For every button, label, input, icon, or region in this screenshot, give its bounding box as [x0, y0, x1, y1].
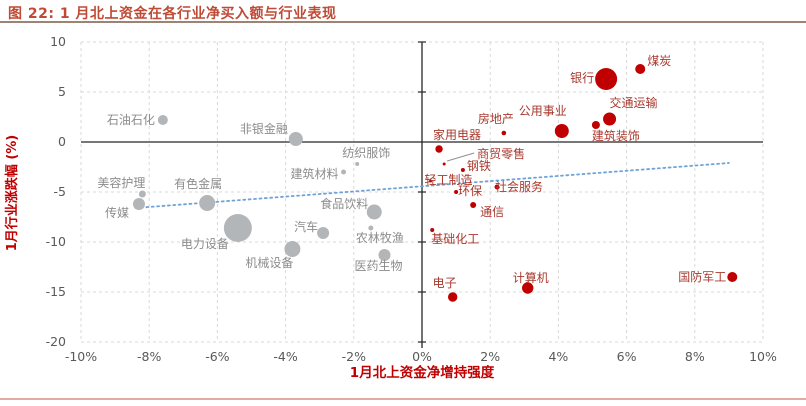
- scatter-point: [429, 179, 433, 183]
- point-label: 交通运输: [610, 95, 658, 110]
- scatter-point: [199, 195, 216, 211]
- scatter-point: [727, 272, 738, 282]
- scatter-point: [554, 124, 569, 138]
- x-tick-label: 6%: [617, 349, 637, 364]
- point-label: 非银金融: [240, 121, 288, 136]
- scatter-point: [288, 132, 303, 146]
- figure-title: 图 22: 1 月北上资金在各行业净买入额与行业表现: [8, 6, 337, 22]
- scatter-point: [368, 225, 374, 231]
- callout-lines: [447, 152, 475, 162]
- point-label: 建筑装饰: [592, 128, 640, 143]
- scatter-point: [442, 162, 446, 166]
- point-label: 有色金属: [174, 176, 222, 191]
- bottom-divider: [0, 398, 806, 400]
- x-tick-label: -6%: [205, 349, 229, 364]
- y-tick-label: 10: [50, 34, 66, 49]
- point-label: 计算机: [513, 270, 549, 285]
- scatter-point: [435, 145, 443, 153]
- y-tick-label: -5: [54, 184, 66, 199]
- x-tick-label: -4%: [273, 349, 297, 364]
- point-label: 煤炭: [647, 54, 671, 68]
- scatter-point: [366, 204, 382, 220]
- x-axis-title: 1月北上资金净增持强度: [350, 364, 495, 381]
- point-label: 纺织服饰: [342, 146, 390, 160]
- scatter-point: [223, 214, 252, 242]
- scatter-point: [522, 282, 534, 294]
- scatter-point: [157, 115, 168, 125]
- x-tick-label: -8%: [137, 349, 161, 364]
- point-label: 轻工制造: [425, 173, 473, 187]
- point-label: 电力设备: [181, 237, 229, 251]
- scatter-point: [595, 68, 618, 90]
- point-label: 通信: [480, 205, 504, 219]
- scatter-point: [132, 198, 145, 210]
- scatter-point: [355, 162, 360, 166]
- scatter-point: [138, 190, 146, 198]
- point-label: 电子: [433, 276, 457, 290]
- bubble-layer: [132, 64, 738, 302]
- x-tick-label: 4%: [548, 349, 568, 364]
- scatter-point: [284, 241, 301, 257]
- y-tick-label: 5: [58, 84, 66, 99]
- point-label: 国防军工: [678, 269, 726, 284]
- point-label: 家用电器: [433, 127, 481, 142]
- scatter-point: [494, 184, 500, 190]
- point-label: 食品饮料: [320, 196, 368, 211]
- scatter-point: [460, 168, 465, 172]
- scatter-point: [317, 227, 330, 239]
- scatter-point: [430, 228, 435, 232]
- x-tick-label: -2%: [342, 349, 366, 364]
- y-axis-title: 1月行业涨跌幅 (%): [4, 135, 20, 251]
- scatter-point: [591, 121, 600, 129]
- scatter-point: [378, 249, 391, 261]
- point-label: 基础化工: [431, 232, 479, 246]
- scatter-point: [501, 130, 507, 136]
- point-label: 房地产: [478, 111, 514, 126]
- scatter-point: [635, 64, 646, 74]
- title-underline: [0, 21, 806, 23]
- point-label: 美容护理: [97, 175, 145, 190]
- point-label: 农林牧渔: [356, 231, 404, 245]
- point-label: 机械设备: [245, 255, 293, 270]
- x-tick-label: -10%: [65, 349, 97, 364]
- y-tick-label: 0: [58, 134, 66, 149]
- point-label: 医药生物: [354, 259, 402, 273]
- trend-line: [134, 162, 730, 209]
- point-label: 钢铁: [467, 159, 491, 173]
- scatter-point: [603, 112, 617, 126]
- point-label: 商贸零售: [477, 146, 525, 161]
- x-tick-label: 10%: [749, 349, 777, 364]
- scatter-point: [454, 190, 459, 194]
- point-label: 社会服务: [495, 179, 543, 194]
- y-tick-label: -15: [46, 284, 66, 299]
- point-label: 公用事业: [519, 104, 567, 118]
- point-label: 传媒: [105, 205, 129, 220]
- point-label: 建筑材料: [291, 166, 339, 181]
- x-tick-label: 8%: [685, 349, 705, 364]
- point-label: 石油石化: [107, 113, 155, 127]
- y-tick-label: -10: [46, 234, 66, 249]
- zero-axes: [81, 41, 763, 348]
- x-tick-label: 0%: [412, 349, 432, 364]
- trend-line-segment: [134, 162, 730, 209]
- scatter-point: [341, 169, 347, 175]
- callout-line: [447, 152, 475, 162]
- tick-labels: -10% -8% -6% -4% -2% 0% 2% 4% 6% 8% 10% 10 5 0 -5 -10 -1…: [46, 34, 777, 364]
- scatter-point: [470, 202, 477, 208]
- scatter-point: [447, 292, 458, 302]
- x-tick-label: 2%: [480, 349, 500, 364]
- point-label: 汽车: [294, 219, 318, 234]
- point-label: 环保: [458, 184, 482, 198]
- y-tick-label: -20: [46, 334, 66, 349]
- point-label: 银行: [570, 71, 594, 85]
